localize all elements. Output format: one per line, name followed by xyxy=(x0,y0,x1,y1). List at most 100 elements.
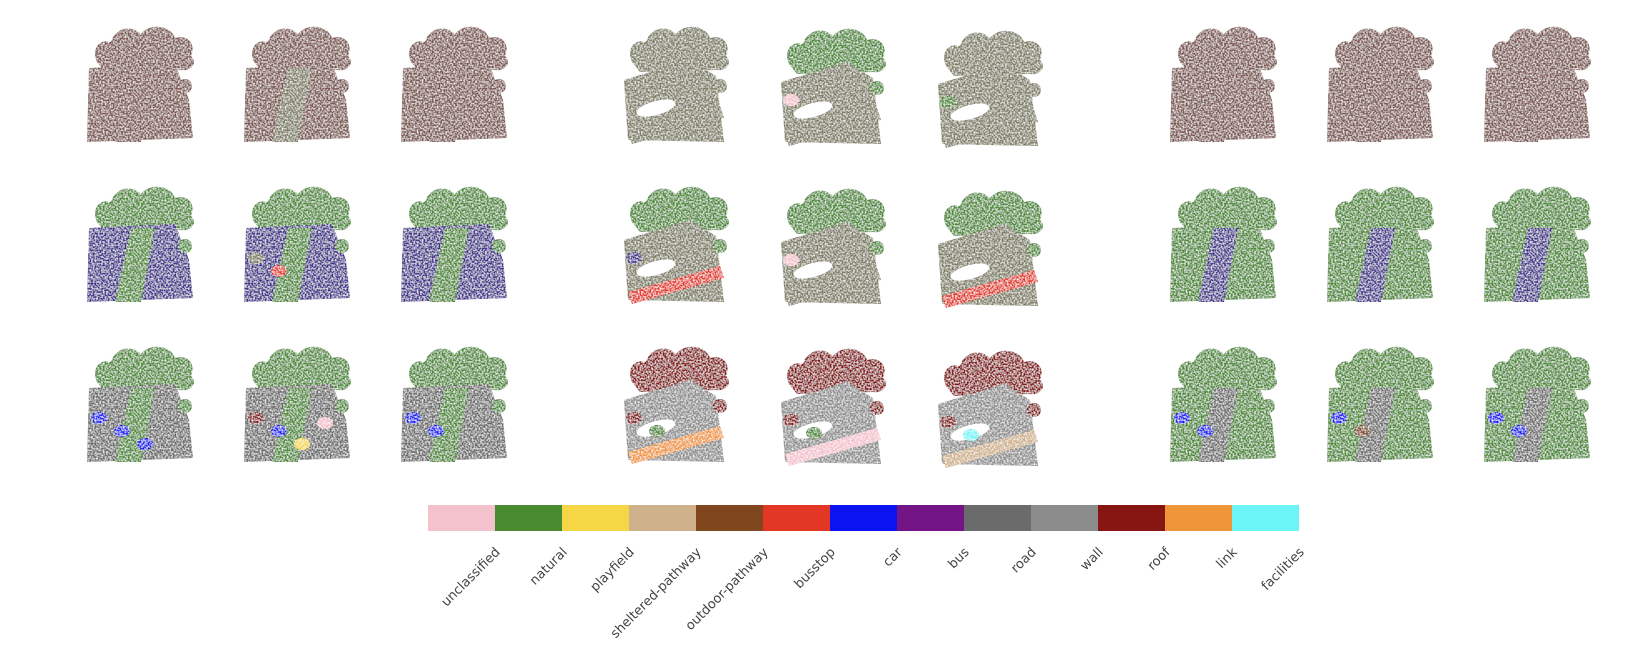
side-cluster xyxy=(713,79,727,93)
panel-scene-c-row-3-1 xyxy=(1170,346,1277,462)
canopy-region xyxy=(1491,186,1591,232)
panel-scene-c-row-2-3 xyxy=(1484,186,1591,302)
canopy-region xyxy=(786,188,886,234)
legend-swatch-outdoor-pathway xyxy=(696,505,763,531)
segment-playfield xyxy=(294,438,310,450)
panel-scene-a-row-2-3 xyxy=(401,186,508,302)
canopy-region xyxy=(1177,186,1277,232)
panel-scene-b-row-2-1 xyxy=(624,186,729,304)
segment-unclassified xyxy=(317,417,333,429)
segment-predicted-surface xyxy=(248,252,264,264)
strip-region xyxy=(272,388,312,462)
panel-scene-a-row-1-1 xyxy=(87,26,194,142)
panel-scene-b-row-3-2 xyxy=(781,348,886,466)
panel-scene-a-row-3-1 xyxy=(87,346,194,462)
canopy-region xyxy=(94,26,194,72)
strip-region xyxy=(429,228,469,302)
canopy-region xyxy=(1334,346,1434,392)
legend-swatch-playfield xyxy=(562,505,629,531)
segment-busstop xyxy=(271,265,287,277)
strip-region xyxy=(429,68,469,142)
side-cluster xyxy=(492,239,506,253)
segment-roof xyxy=(248,412,264,424)
strip-region xyxy=(1512,228,1552,302)
legend-swatch-bus xyxy=(897,505,964,531)
side-cluster xyxy=(870,81,884,95)
strip-region xyxy=(1198,68,1238,142)
side-cluster xyxy=(1027,403,1041,417)
canopy-region xyxy=(251,346,351,392)
strip-region xyxy=(628,266,724,304)
side-cluster xyxy=(335,79,349,93)
strip-region xyxy=(942,110,1038,148)
canopy-region xyxy=(1177,26,1277,72)
panel-scene-a-row-1-2 xyxy=(244,26,351,142)
legend-swatch-road xyxy=(964,505,1031,531)
segment-roof xyxy=(940,416,956,428)
canopy-region xyxy=(629,186,729,232)
strip-region xyxy=(1512,388,1552,462)
panel-scene-b-row-1-1 xyxy=(624,26,729,144)
strip-region xyxy=(1355,388,1395,462)
strip-region xyxy=(785,268,881,306)
legend-swatch-busstop xyxy=(763,505,830,531)
segment-facilities xyxy=(963,429,979,441)
canopy-region xyxy=(408,346,508,392)
canopy-region xyxy=(943,30,1043,76)
panel-scene-c-row-3-3 xyxy=(1484,346,1591,462)
panel-scene-b-row-2-3 xyxy=(938,190,1043,308)
panel-scene-b-row-2-2 xyxy=(781,188,886,306)
segment-car xyxy=(137,438,153,450)
legend-swatch-natural xyxy=(495,505,562,531)
strip-region xyxy=(785,428,881,466)
segment-car xyxy=(428,425,444,437)
canopy-region xyxy=(94,346,194,392)
canopy-region xyxy=(786,348,886,394)
side-cluster xyxy=(1575,399,1589,413)
strip-region xyxy=(115,388,155,462)
panel-scene-c-row-1-1 xyxy=(1170,26,1277,142)
side-cluster xyxy=(870,241,884,255)
panel-scene-b-row-3-1 xyxy=(624,346,729,464)
panel-scene-c-row-2-2 xyxy=(1327,186,1434,302)
void-region xyxy=(636,259,676,277)
panel-scene-b-row-1-3 xyxy=(938,30,1043,148)
void-region xyxy=(793,101,833,119)
segment-car xyxy=(1174,412,1190,424)
strip-region xyxy=(1355,68,1395,142)
segment-car xyxy=(91,412,107,424)
canopy-region xyxy=(408,26,508,72)
legend-swatch-facilities xyxy=(1232,505,1299,531)
void-region xyxy=(636,99,676,117)
segment-car xyxy=(1197,425,1213,437)
panel-scene-c-row-2-1 xyxy=(1170,186,1277,302)
segment-car xyxy=(1511,425,1527,437)
canopy-region xyxy=(629,346,729,392)
strip-region xyxy=(942,270,1038,308)
segment-mapped-ground xyxy=(626,252,642,264)
segment-car xyxy=(114,425,130,437)
segment-natural xyxy=(649,425,665,437)
canopy-region xyxy=(1334,186,1434,232)
canopy-region xyxy=(629,26,729,72)
side-cluster xyxy=(1261,79,1275,93)
canopy-region xyxy=(1491,26,1591,72)
segment-outdoor-pathway xyxy=(1354,425,1370,437)
segment-natural xyxy=(806,427,822,439)
segment-roof xyxy=(626,412,642,424)
side-cluster xyxy=(1261,399,1275,413)
side-cluster xyxy=(1261,239,1275,253)
segment-unclassified xyxy=(783,254,799,266)
strip-region xyxy=(942,430,1038,468)
segment-car xyxy=(405,412,421,424)
void-region xyxy=(950,263,990,281)
panel-scene-a-row-2-1 xyxy=(87,186,194,302)
strip-region xyxy=(785,108,881,146)
strip-region xyxy=(115,68,155,142)
legend-swatch-roof xyxy=(1098,505,1165,531)
void-region xyxy=(793,261,833,279)
panel-scene-c-row-3-2 xyxy=(1327,346,1434,462)
canopy-region xyxy=(1177,346,1277,392)
void-region xyxy=(950,103,990,121)
side-cluster xyxy=(178,239,192,253)
